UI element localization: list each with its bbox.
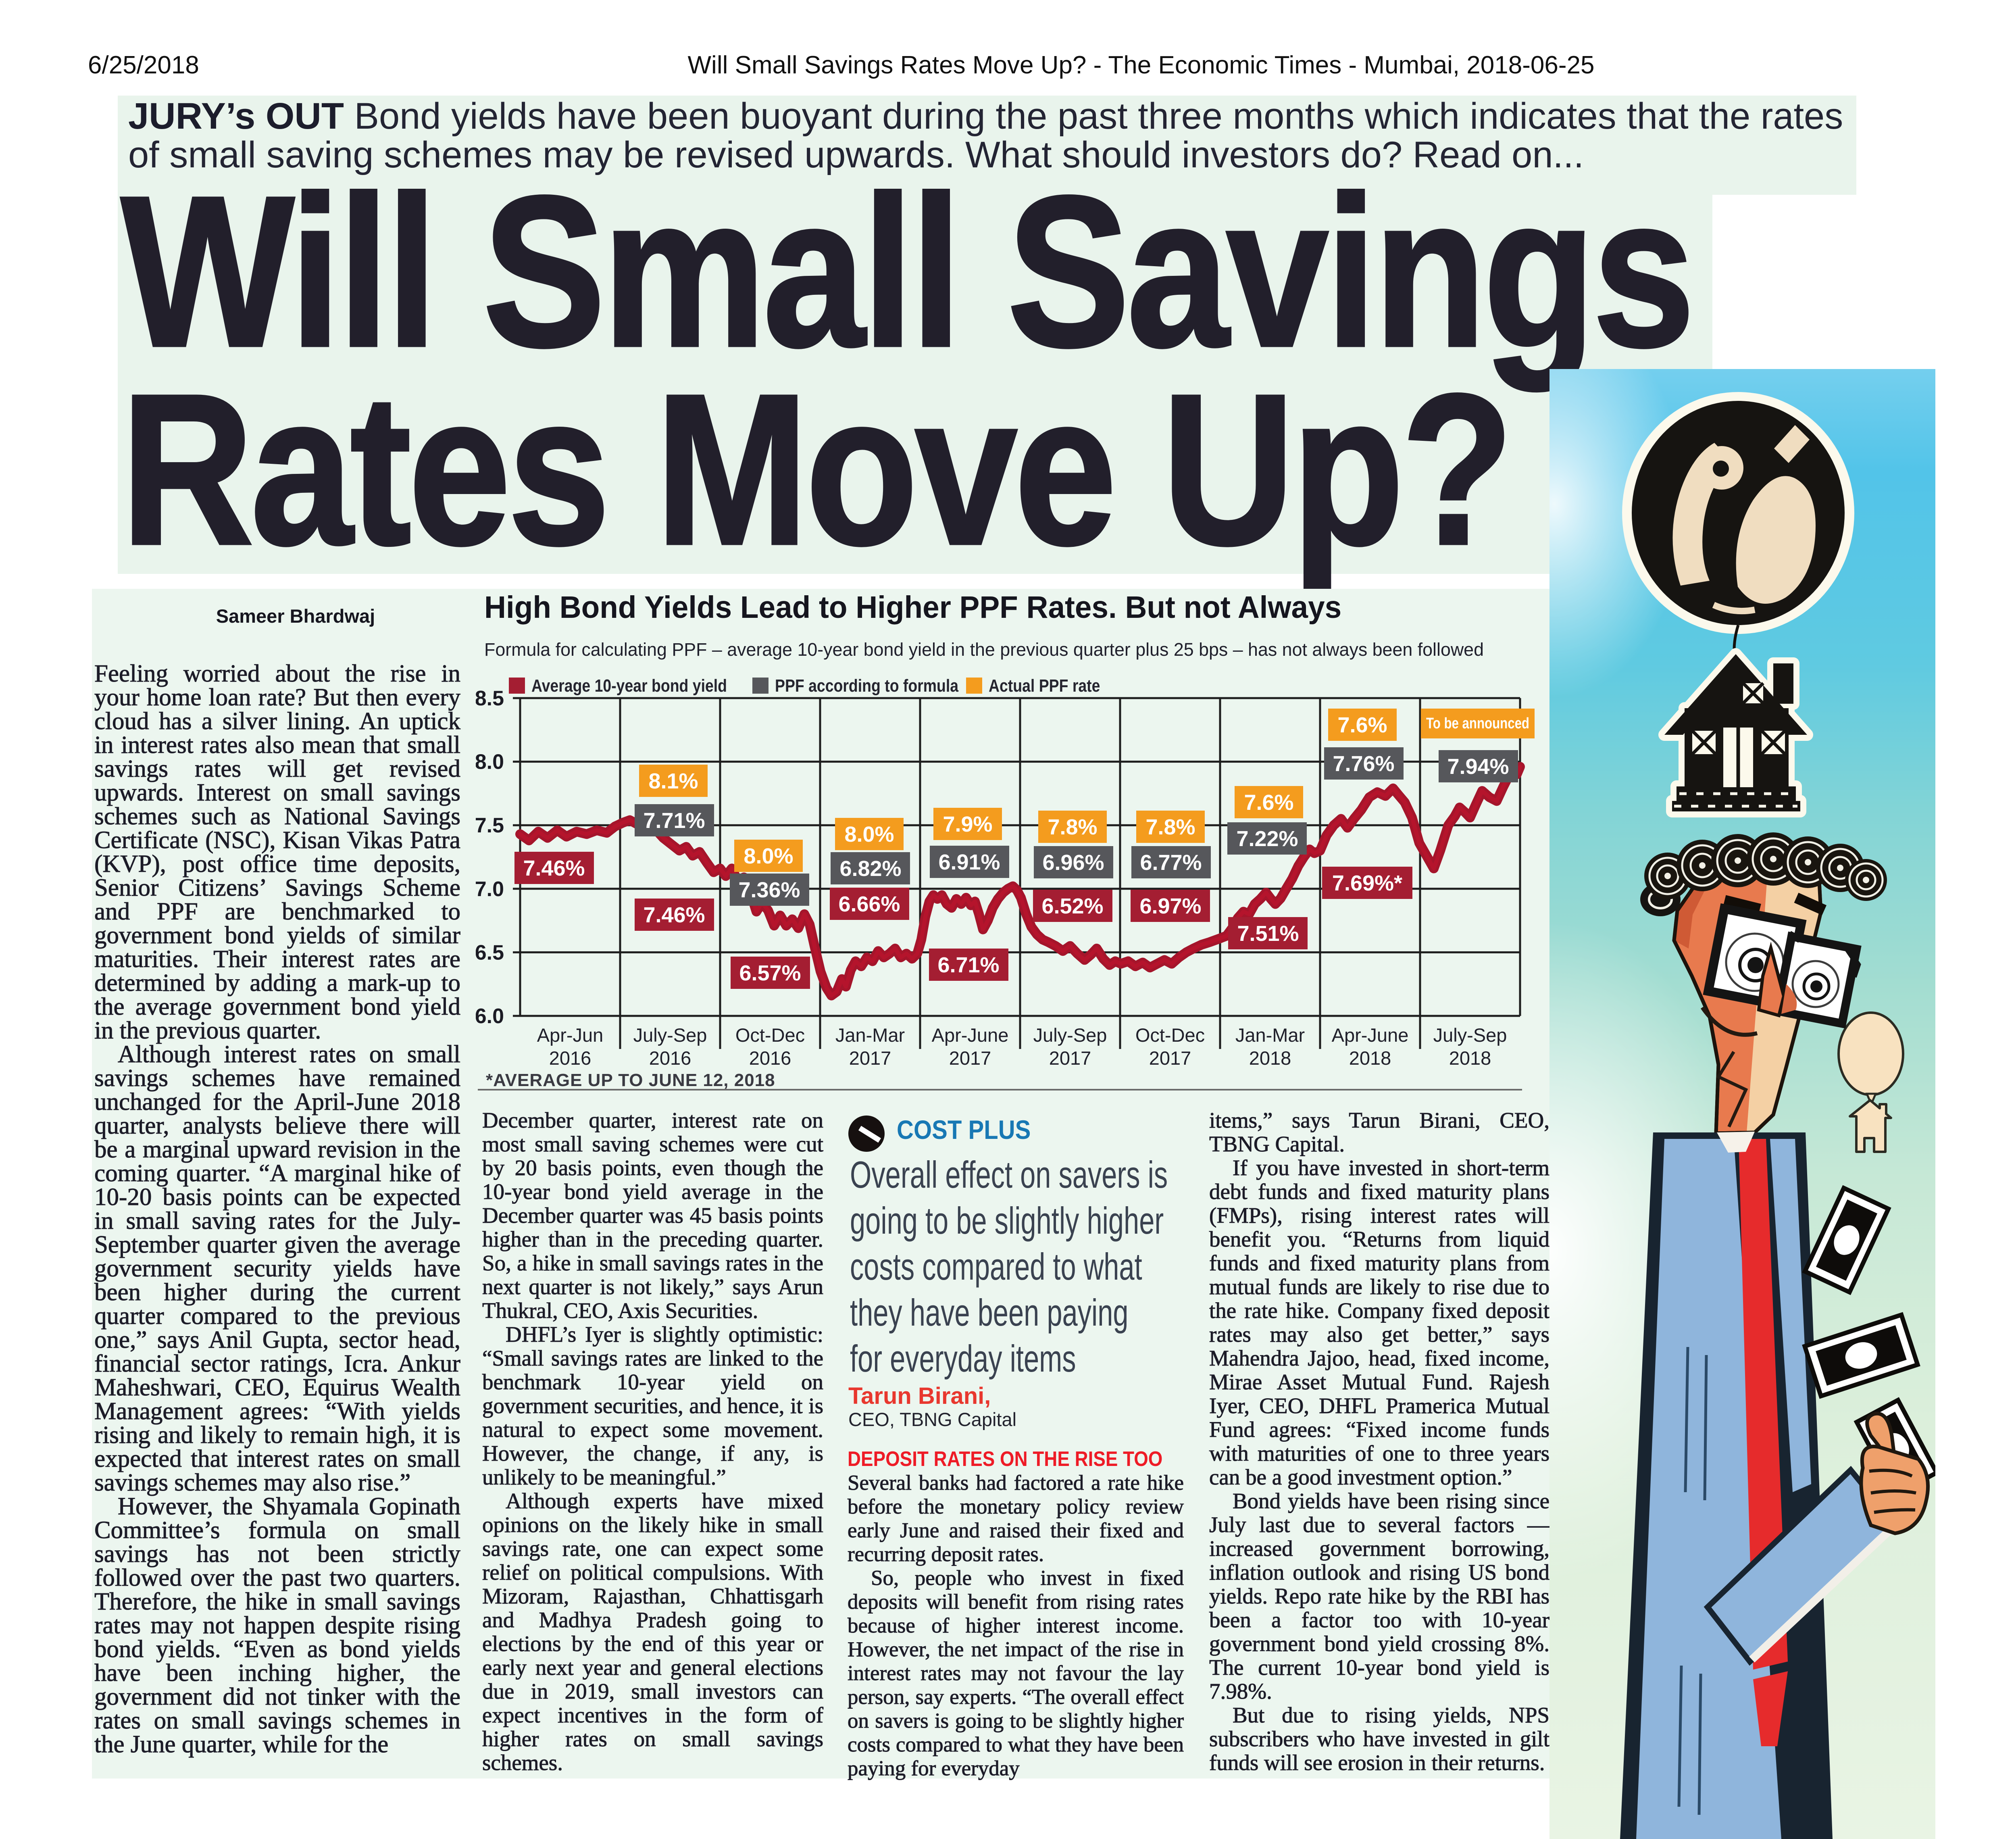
svg-text:Jan-Mar: Jan-Mar xyxy=(835,1024,905,1046)
svg-text:7.5: 7.5 xyxy=(476,814,504,837)
svg-text:6.57%: 6.57% xyxy=(739,961,801,985)
svg-text:7.9%: 7.9% xyxy=(943,812,992,836)
svg-text:6.97%: 6.97% xyxy=(1139,894,1201,918)
svg-text:Oct-Dec: Oct-Dec xyxy=(1135,1024,1205,1046)
svg-text:7.22%: 7.22% xyxy=(1236,827,1298,851)
svg-text:7.94%: 7.94% xyxy=(1447,755,1509,779)
svg-text:6.66%: 6.66% xyxy=(838,892,900,916)
svg-text:Oct-Dec: Oct-Dec xyxy=(735,1024,805,1046)
svg-text:6.71%: 6.71% xyxy=(937,953,999,977)
svg-text:6.77%: 6.77% xyxy=(1140,851,1202,875)
svg-text:7.46%: 7.46% xyxy=(523,856,585,880)
svg-text:6.82%: 6.82% xyxy=(839,857,901,881)
svg-text:2017: 2017 xyxy=(1049,1047,1091,1069)
svg-text:8.1%: 8.1% xyxy=(648,769,698,793)
svg-text:Apr-June: Apr-June xyxy=(932,1024,1009,1046)
svg-text:7.71%: 7.71% xyxy=(643,809,705,833)
svg-text:7.0: 7.0 xyxy=(476,878,504,901)
svg-text:2018: 2018 xyxy=(1349,1047,1391,1069)
svg-text:Apr-Jun: Apr-Jun xyxy=(537,1024,604,1046)
svg-text:6.5: 6.5 xyxy=(476,941,504,964)
svg-text:July-Sep: July-Sep xyxy=(633,1024,707,1046)
svg-text:2016: 2016 xyxy=(649,1047,691,1069)
svg-text:7.51%: 7.51% xyxy=(1237,922,1299,946)
svg-text:7.36%: 7.36% xyxy=(738,878,800,902)
svg-text:6.52%: 6.52% xyxy=(1041,894,1103,918)
svg-text:6.0: 6.0 xyxy=(476,1005,504,1028)
svg-text:7.8%: 7.8% xyxy=(1145,815,1195,839)
svg-text:7.6%: 7.6% xyxy=(1337,713,1387,737)
svg-text:2018: 2018 xyxy=(1249,1047,1291,1069)
svg-text:7.69%*: 7.69%* xyxy=(1332,871,1402,895)
svg-text:2017: 2017 xyxy=(849,1047,891,1069)
svg-text:2018: 2018 xyxy=(1449,1047,1491,1069)
svg-text:7.46%: 7.46% xyxy=(643,903,705,927)
svg-text:8.0%: 8.0% xyxy=(744,844,793,868)
svg-text:8.5: 8.5 xyxy=(476,687,504,710)
svg-text:2016: 2016 xyxy=(749,1047,791,1069)
svg-text:2017: 2017 xyxy=(949,1047,991,1069)
svg-text:2016: 2016 xyxy=(549,1047,591,1069)
svg-text:July-Sep: July-Sep xyxy=(1033,1024,1107,1046)
svg-text:8.0: 8.0 xyxy=(476,751,504,774)
svg-text:6.96%: 6.96% xyxy=(1042,851,1104,875)
svg-text:7.76%: 7.76% xyxy=(1333,752,1394,776)
svg-text:Apr-June: Apr-June xyxy=(1332,1024,1409,1046)
svg-text:6.91%: 6.91% xyxy=(938,850,1000,874)
svg-text:Jan-Mar: Jan-Mar xyxy=(1235,1024,1305,1046)
svg-text:7.6%: 7.6% xyxy=(1244,790,1293,815)
svg-text:7.8%: 7.8% xyxy=(1048,815,1097,839)
svg-text:To be announced: To be announced xyxy=(1426,715,1529,732)
svg-text:8.0%: 8.0% xyxy=(844,822,894,847)
svg-text:2017: 2017 xyxy=(1149,1047,1191,1069)
svg-text:July-Sep: July-Sep xyxy=(1433,1024,1507,1046)
